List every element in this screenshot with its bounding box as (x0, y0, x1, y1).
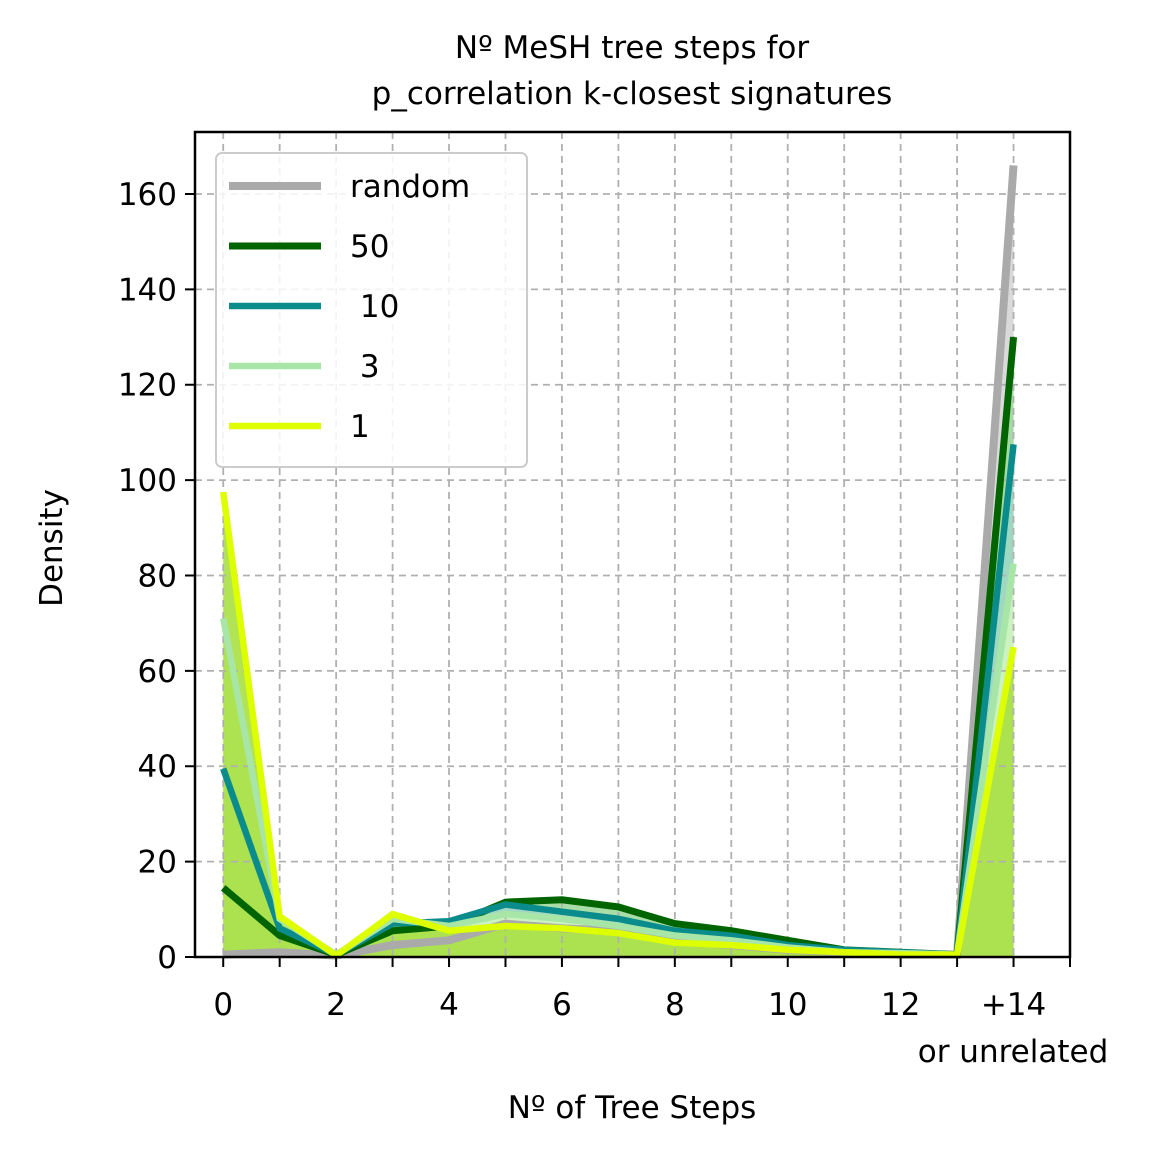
y-axis-label: Density (34, 489, 70, 607)
chart-title-line-2: p_correlation k-closest signatures (372, 76, 893, 112)
y-tick-label: 80 (138, 558, 177, 594)
plot-frame (193, 130, 1072, 959)
legend-entries: random 50 10 3 1 (229, 169, 470, 445)
y-tick-label: 100 (118, 463, 177, 499)
legend-label-0: random (350, 169, 470, 205)
y-axis-ticks: 0 20 40 60 80 100 120 140 160 (118, 177, 195, 976)
y-tick-label: 0 (157, 940, 177, 976)
y-tick-label: 160 (118, 177, 177, 213)
x-tick-label: 0 (213, 987, 233, 1023)
x-tick-extra-label: or unrelated (918, 1034, 1109, 1070)
x-tick-label: 12 (881, 987, 920, 1023)
x-tick-label: 6 (552, 987, 572, 1023)
legend: random 50 10 3 1 (215, 152, 528, 468)
x-tick-label: +14 (981, 987, 1046, 1023)
x-axis-label: Nº of Tree Steps (508, 1090, 757, 1126)
y-tick-label: 140 (118, 272, 177, 308)
y-tick-label: 40 (138, 749, 177, 785)
legend-label-4: 1 (350, 409, 370, 445)
y-tick-label: 60 (138, 654, 177, 690)
chart-title-line-1: Nº MeSH tree steps for (455, 30, 809, 66)
x-tick-label: 2 (326, 987, 346, 1023)
series-lines (220, 165, 1018, 960)
legend-label-2: 10 (350, 289, 399, 325)
series-line-4 (220, 491, 1017, 960)
y-tick-label: 120 (118, 368, 177, 404)
legend-label-3: 3 (350, 349, 380, 385)
y-tick-label: 20 (138, 845, 177, 881)
legend-box (215, 152, 528, 468)
x-axis-ticks: 0 2 4 6 8 10 12 +14 (213, 957, 1071, 1023)
x-tick-label: 8 (665, 987, 685, 1023)
x-tick-label: 10 (768, 987, 807, 1023)
x-tick-label: 4 (439, 987, 459, 1023)
legend-label-1: 50 (350, 229, 389, 265)
